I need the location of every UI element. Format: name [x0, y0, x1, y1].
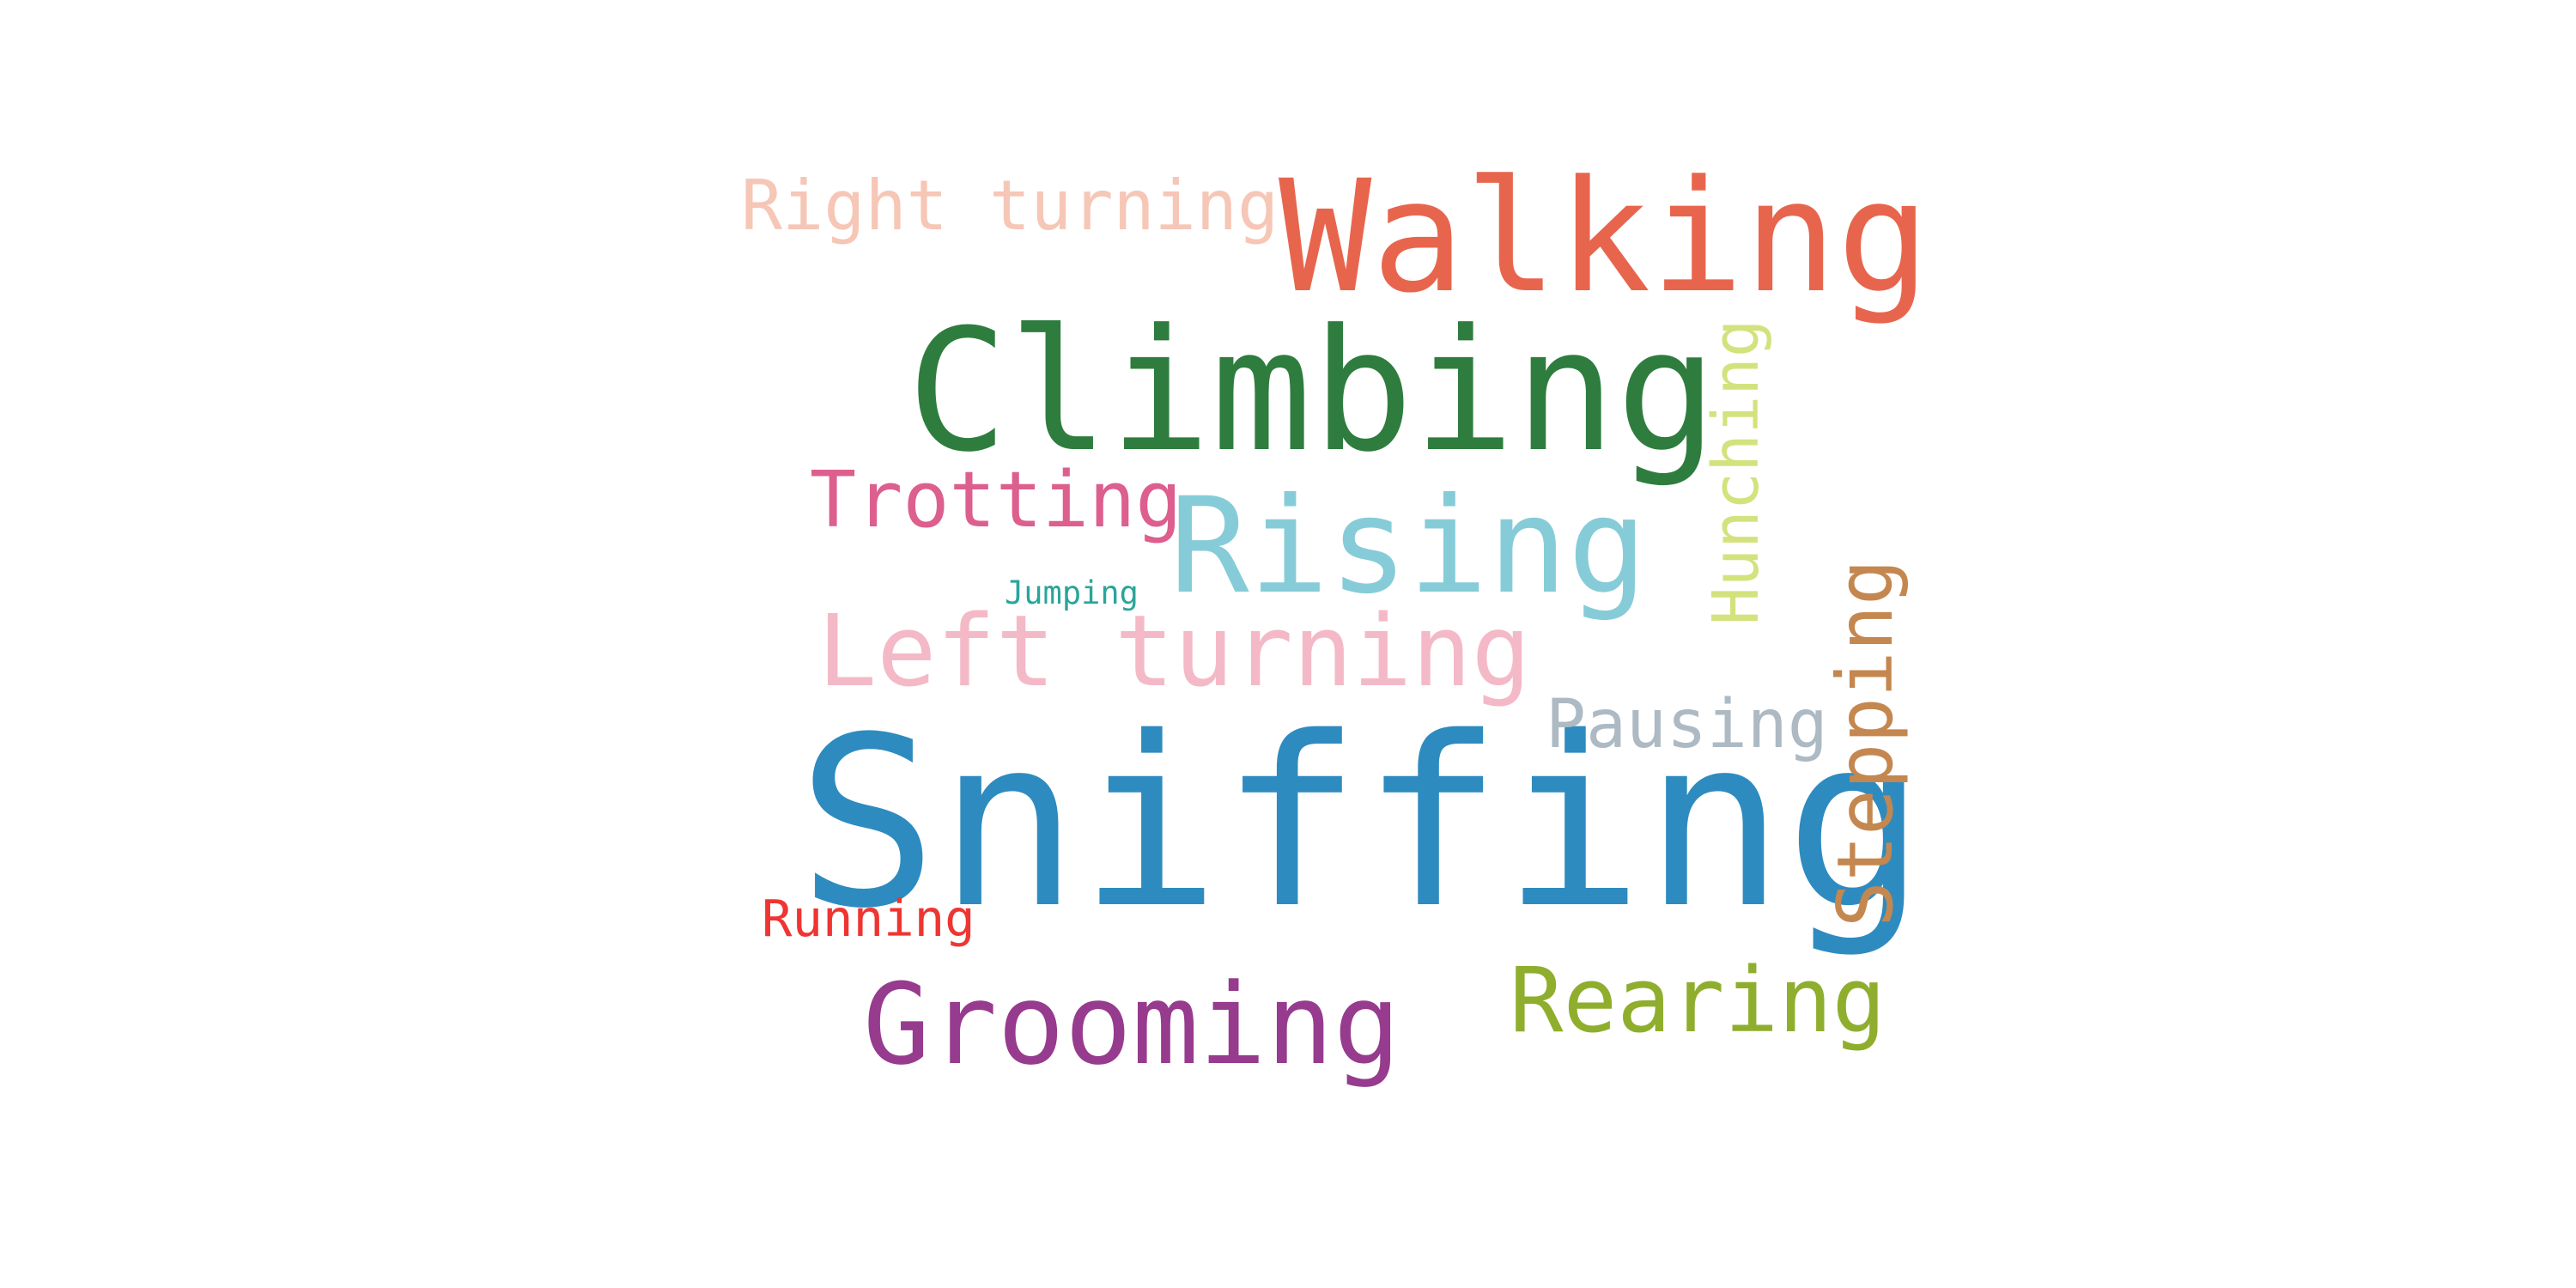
word-trotting: Trotting: [810, 455, 1182, 545]
word-hunching: Hunching: [1699, 319, 1773, 625]
word-right-turning: Right turning: [741, 166, 1279, 246]
word-left-turning: Left turning: [817, 594, 1531, 709]
word-rising: Rising: [1170, 470, 1648, 623]
word-running: Running: [762, 889, 975, 948]
word-climbing: Climbing: [907, 294, 1718, 489]
word-sniffing: Sniffing: [797, 688, 1926, 960]
word-walking: Walking: [1279, 148, 1930, 327]
word-pausing: Pausing: [1546, 686, 1828, 763]
word-jumping: Jumping: [1005, 574, 1139, 611]
word-grooming: Grooming: [863, 959, 1401, 1090]
word-rearing: Rearing: [1510, 948, 1886, 1053]
word-stepping: Stepping: [1820, 559, 1910, 927]
